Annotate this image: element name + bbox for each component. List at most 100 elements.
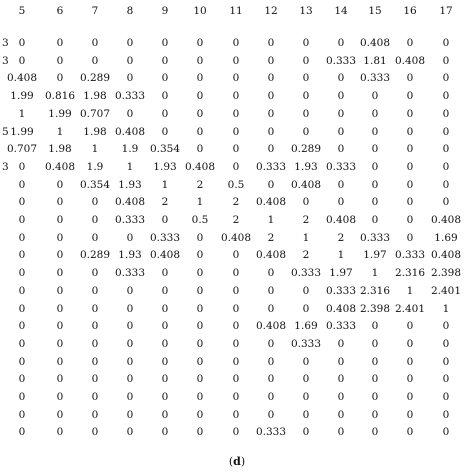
table-cell: 0.333 [325,284,357,297]
table-cell: 0 [337,143,345,156]
table-cell: 2 [337,231,345,244]
table-cell: 0 [371,178,379,191]
table-cell: 0.408 [359,37,391,49]
table-cell: 0 [232,107,240,120]
table-cell: 0 [18,267,26,280]
table-cell: 1 [267,214,275,226]
table-cell: 0 [196,125,204,138]
row-label-fragment: 3 [2,54,9,67]
table-cell: 0 [371,107,379,120]
table-cell: 0 [161,284,169,297]
table-cell: 0 [56,391,64,403]
table-cell: 0 [91,231,99,244]
table-cell: 1 [161,178,169,191]
table-cell: 0 [302,355,310,368]
table-cell: 1 [18,107,26,120]
caption-close: ) [240,455,246,468]
table-cell: 2.316 [359,284,391,297]
table-cell: 0 [196,249,204,262]
table-cell: 1 [406,284,414,297]
table-cell: 0 [442,72,450,85]
table-cell: 2.401 [430,284,462,297]
table-cell: 0 [196,284,204,297]
figure-caption: (d) [0,455,474,468]
table-cell: 0.408 [220,231,252,244]
table-cell: 0 [56,196,64,209]
table-cell: 0.5 [227,178,245,191]
table-cell: 0 [56,373,64,386]
table-cell: 0 [161,426,169,439]
table-cell: 0 [232,320,240,333]
table-cell: 0 [442,391,450,403]
table-cell: 0 [56,426,64,439]
table-cell: 0 [18,196,26,209]
table-cell: 0 [56,214,64,226]
table-cell: 1.99 [48,107,72,120]
table-cell: 0 [337,107,345,120]
table-cell: 0.408 [44,160,76,173]
table-cell: 0 [406,391,414,403]
table-cell: 0 [371,125,379,138]
table-cell: 2 [196,178,204,191]
table-cell: 0 [337,391,345,403]
table-cell: 0 [18,178,26,191]
table-cell: 2.401 [394,302,426,315]
table-cell: 0 [91,408,99,421]
table-cell: 0 [91,426,99,439]
table-cell: 0 [18,302,26,315]
table-cell: 0 [196,37,204,49]
table-cell: 0.408 [430,214,462,226]
table-cell: 0 [18,320,26,333]
table-cell: 0 [196,231,204,244]
column-header: 6 [56,5,64,17]
table-cell: 0 [232,426,240,439]
table-cell: 1 [442,302,450,315]
column-header: 10 [193,5,207,17]
table-cell: 0 [267,90,275,103]
table-cell: 0.333 [255,426,287,439]
table-cell: 0 [91,196,99,209]
table-cell: 0 [337,125,345,138]
table-cell: 0 [302,284,310,297]
table-cell: 1 [126,160,134,173]
table-cell: 0 [126,54,134,67]
table-cell: 0 [196,54,204,67]
table-cell: 1.98 [83,90,107,103]
table-cell: 0 [267,107,275,120]
table-cell: 0 [126,107,134,120]
table-cell: 0 [371,90,379,103]
table-cell: 0 [302,90,310,103]
table-cell: 0 [371,143,379,156]
table-cell: 0.408 [394,54,426,67]
column-header: 11 [229,5,243,17]
caption-label: d [233,455,241,468]
table-cell: 0 [91,214,99,226]
table-cell: 0 [406,337,414,350]
table-cell: 0 [18,337,26,350]
table-cell: 0.333 [255,160,287,173]
table-cell: 0 [18,355,26,368]
table-cell: 0 [126,426,134,439]
table-cell: 0 [302,408,310,421]
row-label-fragment: 3 [2,160,9,173]
table-cell: 0 [406,125,414,138]
table-cell: 0 [337,426,345,439]
table-cell: 0 [406,37,414,49]
table-cell: 0 [232,284,240,297]
table-cell: 0 [196,337,204,350]
table-cell: 0 [232,143,240,156]
table-cell: 0 [161,90,169,103]
table-cell: 0.333 [114,214,146,226]
table-cell: 0 [91,302,99,315]
table-cell: 0 [371,196,379,209]
table-cell: 0 [196,267,204,280]
table-cell: 0 [91,355,99,368]
table-cell: 0 [161,391,169,403]
table-cell: 0 [406,107,414,120]
column-header: 12 [264,5,278,17]
table-cell: 0 [196,355,204,368]
table-cell: 0.333 [325,54,357,67]
table-cell: 0 [196,107,204,120]
table-cell: 0 [371,373,379,386]
